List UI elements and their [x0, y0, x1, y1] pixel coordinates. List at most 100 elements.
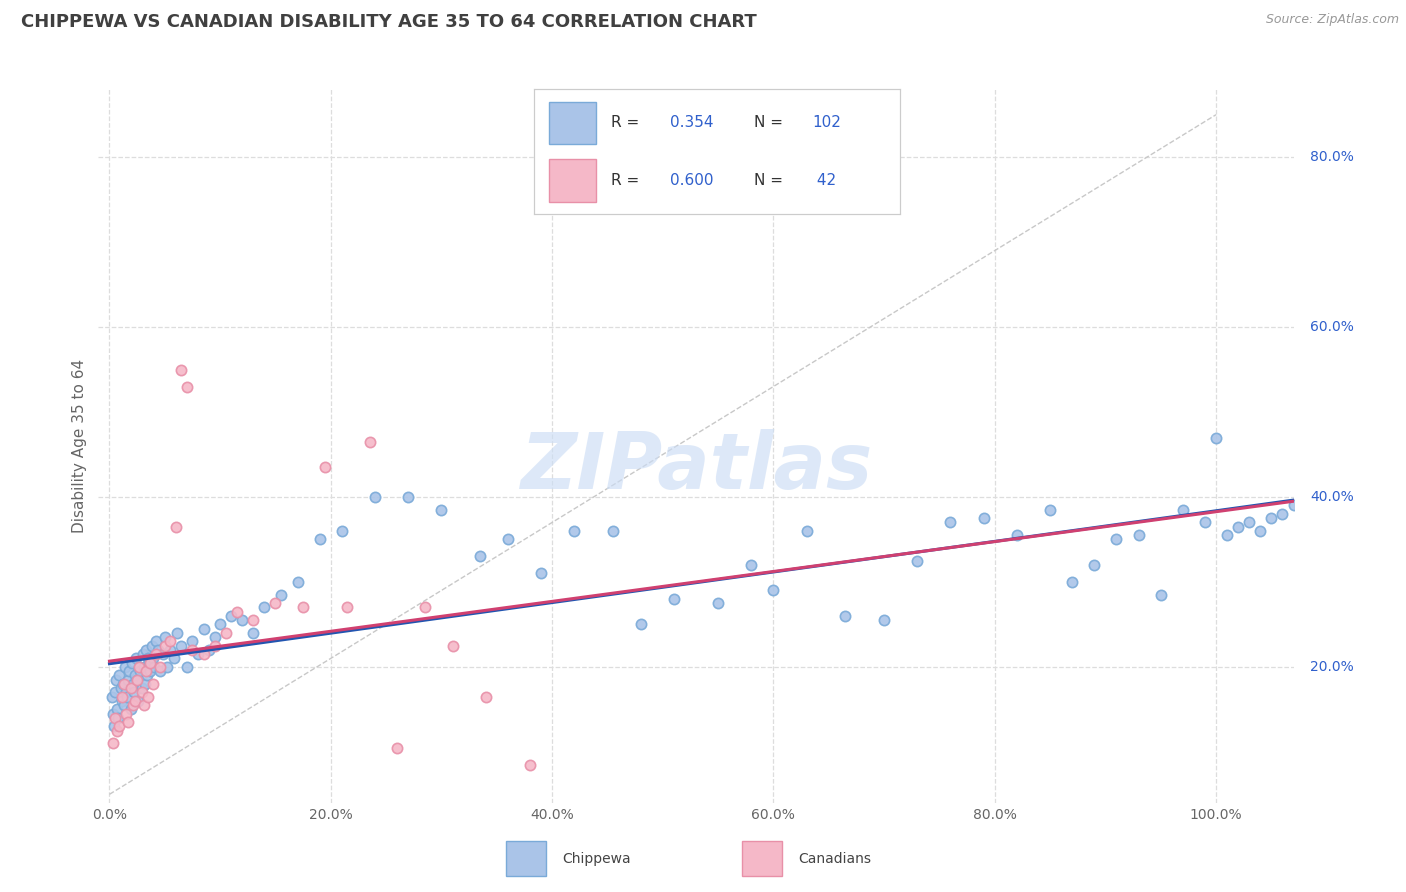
- Point: [242, 613, 264, 627]
- Point: [118, 664, 141, 678]
- Point: [120, 681, 142, 695]
- Point: [176, 379, 198, 393]
- Point: [1062, 574, 1084, 589]
- Point: [114, 660, 136, 674]
- Point: [135, 643, 157, 657]
- Point: [270, 588, 292, 602]
- Point: [1105, 533, 1128, 547]
- Point: [364, 490, 387, 504]
- Text: CHIPPEWA VS CANADIAN DISABILITY AGE 35 TO 64 CORRELATION CHART: CHIPPEWA VS CANADIAN DISABILITY AGE 35 T…: [21, 13, 756, 31]
- Point: [107, 711, 129, 725]
- Point: [193, 622, 215, 636]
- Point: [225, 605, 247, 619]
- Point: [1171, 502, 1194, 516]
- Point: [470, 549, 492, 564]
- Point: [1260, 511, 1282, 525]
- Point: [1271, 507, 1294, 521]
- Point: [103, 719, 125, 733]
- Point: [165, 519, 187, 533]
- Point: [441, 639, 464, 653]
- Point: [132, 698, 155, 712]
- Point: [145, 647, 167, 661]
- Point: [336, 600, 359, 615]
- Point: [142, 651, 165, 665]
- Point: [111, 694, 134, 708]
- Text: 80.0%: 80.0%: [1310, 150, 1354, 164]
- Point: [1194, 516, 1216, 530]
- Point: [264, 596, 287, 610]
- Point: [128, 660, 150, 674]
- Point: [1005, 528, 1028, 542]
- Point: [170, 639, 193, 653]
- Point: [131, 685, 153, 699]
- Point: [519, 757, 541, 772]
- Point: [1083, 558, 1105, 572]
- Point: [127, 673, 149, 687]
- FancyBboxPatch shape: [548, 159, 596, 202]
- Text: ZIPatlas: ZIPatlas: [520, 429, 872, 506]
- Point: [127, 694, 149, 708]
- Point: [108, 719, 131, 733]
- Point: [530, 566, 553, 581]
- Point: [905, 554, 928, 568]
- Point: [176, 660, 198, 674]
- Point: [385, 740, 409, 755]
- Point: [396, 490, 419, 504]
- Text: 0.354: 0.354: [669, 115, 713, 130]
- Point: [136, 690, 159, 704]
- Point: [939, 516, 962, 530]
- FancyBboxPatch shape: [506, 841, 546, 876]
- Text: N =: N =: [754, 115, 787, 130]
- Point: [740, 558, 762, 572]
- Point: [215, 626, 238, 640]
- Text: Canadians: Canadians: [799, 852, 872, 865]
- Point: [292, 600, 315, 615]
- Point: [1239, 516, 1261, 530]
- Point: [141, 639, 163, 653]
- Point: [127, 673, 149, 687]
- Point: [129, 664, 152, 678]
- Point: [139, 664, 162, 678]
- Point: [139, 656, 162, 670]
- Point: [413, 600, 436, 615]
- Text: 20.0%: 20.0%: [1310, 660, 1354, 673]
- Point: [204, 639, 226, 653]
- Point: [115, 706, 138, 721]
- Point: [149, 664, 172, 678]
- Point: [131, 647, 153, 661]
- Point: [105, 723, 128, 738]
- Point: [136, 651, 159, 665]
- Point: [1039, 502, 1062, 516]
- Point: [111, 677, 134, 691]
- Point: [219, 608, 242, 623]
- Point: [117, 715, 139, 730]
- Point: [602, 524, 624, 538]
- Text: 102: 102: [813, 115, 841, 130]
- Point: [156, 660, 179, 674]
- Point: [181, 634, 204, 648]
- Point: [145, 634, 167, 648]
- Point: [104, 685, 127, 699]
- Point: [122, 685, 145, 699]
- Point: [105, 702, 128, 716]
- Point: [105, 673, 128, 687]
- Point: [125, 651, 148, 665]
- Point: [110, 681, 132, 695]
- Point: [153, 630, 176, 644]
- Point: [762, 583, 785, 598]
- Point: [159, 634, 181, 648]
- Point: [973, 511, 995, 525]
- Point: [1249, 524, 1271, 538]
- Point: [834, 608, 856, 623]
- Point: [101, 736, 124, 750]
- Text: 0.600: 0.600: [669, 173, 713, 188]
- Point: [359, 434, 381, 449]
- Point: [308, 533, 330, 547]
- Point: [111, 690, 134, 704]
- Point: [1205, 430, 1227, 444]
- Text: 40.0%: 40.0%: [1310, 490, 1354, 504]
- Point: [170, 362, 193, 376]
- Point: [121, 677, 143, 691]
- Point: [873, 613, 896, 627]
- Point: [101, 706, 124, 721]
